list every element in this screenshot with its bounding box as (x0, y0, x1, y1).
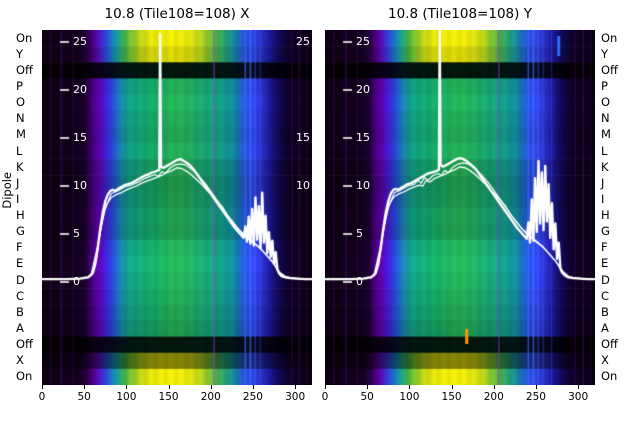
dipole-label-right: D (601, 272, 610, 287)
dipole-label-left: P (16, 78, 23, 93)
dipole-label-left: L (16, 143, 23, 158)
value-tick-label: 0 (356, 275, 363, 288)
panel-y-title: 10.8 (Tile108=108) Y (388, 6, 532, 22)
x-tick-label: 300 (568, 391, 589, 403)
x-tick-mark (252, 385, 254, 389)
dipole-label-right: I (601, 191, 605, 206)
y-axis-label: Dipole (0, 172, 14, 209)
dipole-label-right: Y (601, 46, 609, 61)
x-tick-mark (210, 385, 212, 389)
x-tick-mark (535, 385, 537, 389)
panel-x-title: 10.8 (Tile108=108) X (104, 6, 250, 22)
x-tick-mark (325, 385, 326, 389)
x-tick-label: 100 (399, 391, 420, 403)
dipole-label-left: M (16, 127, 26, 142)
dipole-label-left: J (16, 175, 20, 190)
dipole-label-right: B (601, 304, 609, 319)
value-tick-label: 15 (356, 131, 370, 144)
dipole-label-left: B (16, 304, 24, 319)
x-tick-mark (42, 385, 43, 389)
dipole-label-left: C (16, 288, 25, 303)
dipole-label-left: K (16, 159, 24, 174)
x-tick-mark (295, 385, 297, 389)
heatmap-panel-x (42, 30, 312, 385)
dipole-label-right: G (601, 224, 610, 239)
dipole-label-right: O (601, 95, 611, 110)
value-tick-label: 5 (356, 227, 363, 240)
x-tick-mark (367, 385, 369, 389)
value-tick-label-right: 15 (296, 131, 310, 144)
x-tick-label: 50 (360, 391, 374, 403)
x-tick-mark (126, 385, 128, 389)
x-tick-label: 200 (483, 391, 504, 403)
dipole-label-right: X (601, 353, 609, 368)
value-tick-label: 20 (356, 83, 370, 96)
x-tick-mark (493, 385, 495, 389)
x-tick-label: 100 (116, 391, 137, 403)
x-tick-label: 200 (200, 391, 221, 403)
dipole-label-left: O (16, 95, 26, 110)
dipole-label-right: J (601, 175, 605, 190)
value-tick-label: 20 (73, 83, 87, 96)
value-tick-label: 15 (73, 131, 87, 144)
dipole-label-right: L (601, 143, 608, 158)
x-tick-mark (409, 385, 411, 389)
x-tick-label: 250 (242, 391, 263, 403)
x-tick-label: 250 (525, 391, 546, 403)
value-tick-label: 0 (73, 275, 80, 288)
dipole-label-left: On (16, 30, 33, 45)
value-tick-label-right: 25 (296, 35, 310, 48)
dipole-label-left: Off (16, 62, 33, 77)
dipole-label-left: X (16, 353, 24, 368)
dipole-label-left: On (16, 369, 33, 384)
value-tick-label: 10 (73, 179, 87, 192)
dipole-label-right: P (601, 78, 608, 93)
x-tick-mark (451, 385, 453, 389)
x-tick-mark (84, 385, 86, 389)
dipole-label-right: E (601, 256, 609, 271)
dipole-label-left: A (16, 321, 24, 336)
value-tick-label: 25 (73, 35, 87, 48)
dipole-label-left: D (16, 272, 25, 287)
dipole-label-right: F (601, 240, 608, 255)
dipole-label-right: On (601, 30, 618, 45)
x-tick-label: 0 (321, 391, 329, 403)
dipole-label-right: On (601, 369, 618, 384)
dipole-label-left: Y (16, 46, 24, 61)
value-tick-label: 25 (356, 35, 370, 48)
dipole-label-right: H (601, 208, 610, 223)
dipole-label-left: Off (16, 337, 33, 352)
dipole-label-left: H (16, 208, 25, 223)
x-tick-label: 0 (38, 391, 46, 403)
dipole-label-right: A (601, 321, 609, 336)
dipole-label-left: I (16, 191, 20, 206)
dipole-label-right: Off (601, 337, 618, 352)
dipole-label-left: F (16, 240, 23, 255)
dipole-label-left: N (16, 111, 25, 126)
dipole-label-right: K (601, 159, 609, 174)
x-tick-mark (578, 385, 580, 389)
dipole-label-right: M (601, 127, 611, 142)
dipole-label-left: E (16, 256, 24, 271)
dipole-label-left: G (16, 224, 25, 239)
value-tick-label-right: 10 (296, 179, 310, 192)
x-tick-label: 50 (77, 391, 91, 403)
x-tick-label: 300 (285, 391, 306, 403)
heatmap-panel-y (325, 30, 595, 385)
dipole-label-right: Off (601, 62, 618, 77)
value-tick-label: 5 (73, 227, 80, 240)
dipole-label-right: C (601, 288, 610, 303)
dipole-label-right: N (601, 111, 610, 126)
value-tick-label: 10 (356, 179, 370, 192)
x-tick-label: 150 (158, 391, 179, 403)
x-tick-mark (168, 385, 170, 389)
x-tick-label: 150 (441, 391, 462, 403)
